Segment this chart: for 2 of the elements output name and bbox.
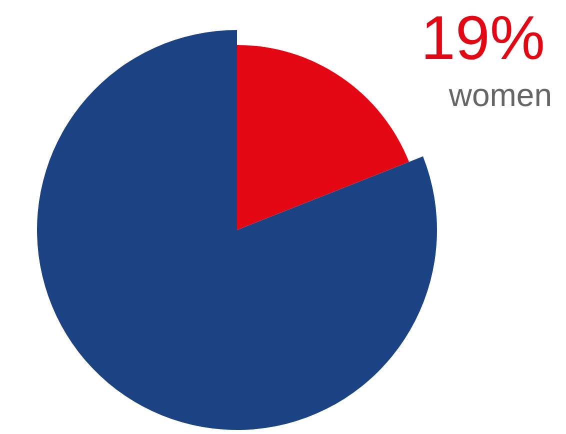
data-label: 19% (420, 4, 545, 73)
slice-label: women (448, 77, 552, 113)
